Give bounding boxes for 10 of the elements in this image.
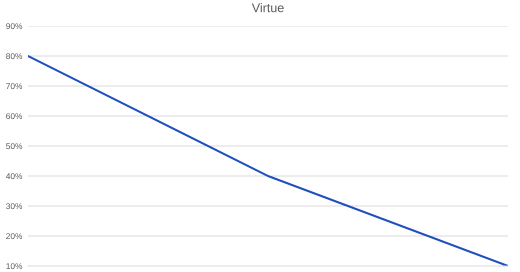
y-tick-label: 80%: [6, 53, 22, 60]
chart-title: Virtue: [252, 3, 284, 12]
y-tick-label: 60%: [6, 113, 22, 120]
y-tick-label: 90%: [6, 23, 22, 30]
y-tick-label: 50%: [6, 143, 22, 150]
y-tick-label: 40%: [6, 173, 22, 180]
y-tick-label: 30%: [6, 203, 22, 210]
y-tick-label: 70%: [6, 83, 22, 90]
y-tick-label: 20%: [6, 233, 22, 240]
y-tick-label: 10%: [6, 263, 22, 270]
